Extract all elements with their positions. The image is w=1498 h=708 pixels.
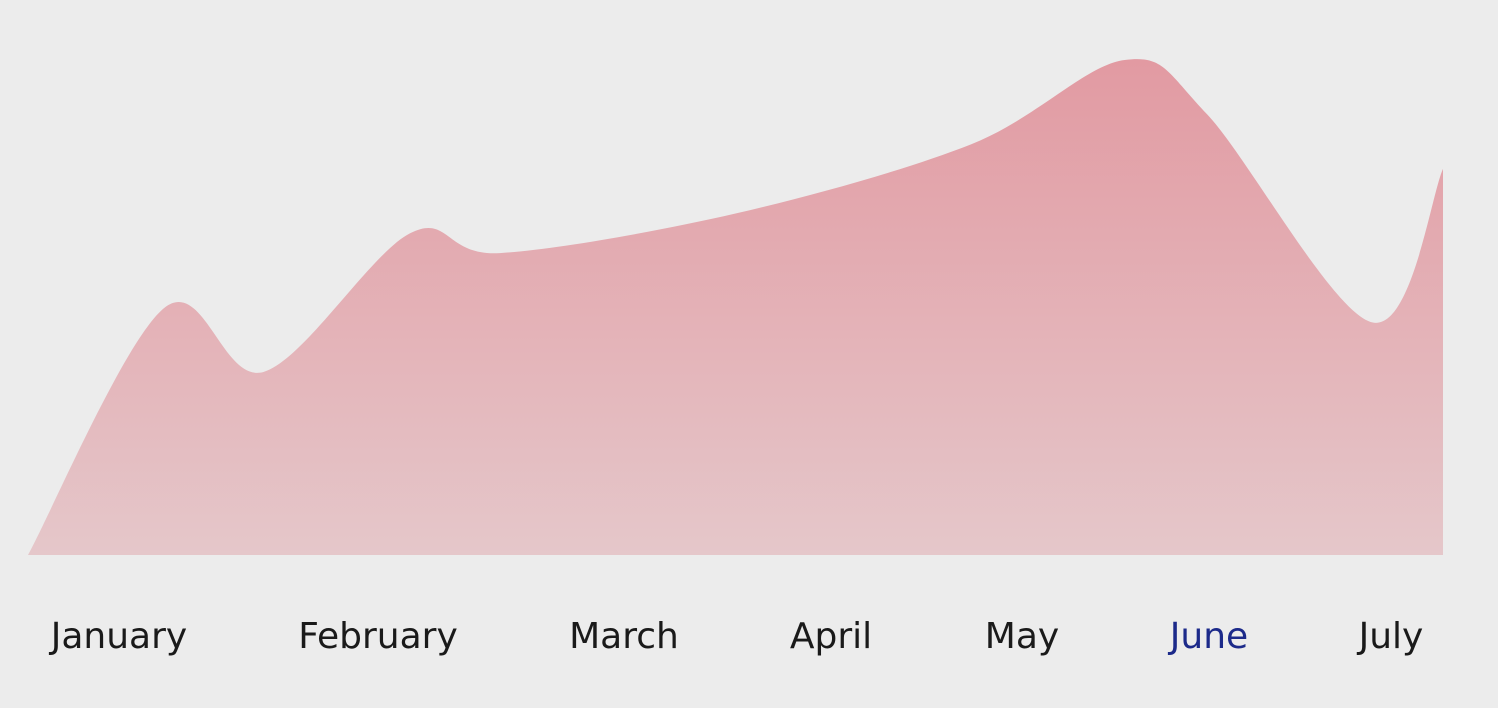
x-tick-label-may[interactable]: May [985,616,1059,657]
x-tick-label-june[interactable]: June [1168,616,1248,657]
x-tick-label-january[interactable]: January [49,616,187,657]
x-tick-label-july[interactable]: July [1357,616,1424,657]
series-area [28,59,1443,556]
x-tick-label-march[interactable]: March [569,616,679,657]
x-tick-label-april[interactable]: April [790,616,872,657]
x-axis-labels: January February March April May June July [49,616,1424,657]
x-tick-label-february[interactable]: February [298,616,458,657]
